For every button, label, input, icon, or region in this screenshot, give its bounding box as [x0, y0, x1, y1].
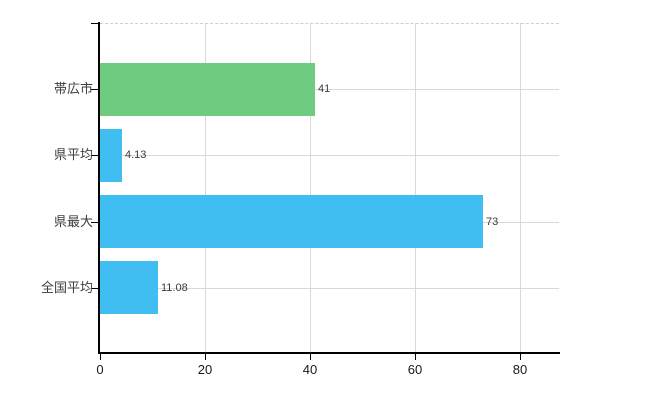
x-axis-tick	[205, 354, 206, 360]
bar-3	[100, 261, 158, 314]
x-axis-tick	[100, 354, 101, 360]
x-axis-line	[98, 352, 560, 354]
vertical-gridline	[415, 23, 416, 353]
plot-area: 41 4.13 73 11.08	[100, 23, 559, 353]
x-tick-label: 60	[407, 362, 423, 377]
bar-1	[100, 129, 122, 182]
bar-value-label: 11.08	[161, 282, 188, 294]
category-label: 全国平均	[40, 280, 93, 295]
x-tick-label: 0	[96, 362, 104, 377]
plot-top-gridline	[100, 23, 559, 24]
x-axis-tick	[520, 354, 521, 360]
vertical-gridline	[310, 23, 311, 353]
category-label: 帯広市	[53, 81, 93, 96]
y-axis-tick	[91, 155, 98, 156]
y-axis-tick	[91, 288, 98, 289]
bar-value-label: 4.13	[125, 149, 147, 161]
category-label: 県平均	[53, 147, 93, 162]
vertical-gridline	[520, 23, 521, 353]
x-axis-tick	[310, 354, 311, 360]
vertical-gridline	[205, 23, 206, 353]
x-tick-label: 80	[512, 362, 528, 377]
bar-2	[100, 195, 483, 248]
x-tick-label: 40	[302, 362, 318, 377]
x-axis-tick	[415, 354, 416, 360]
y-axis-top-tick	[91, 23, 98, 24]
bar-value-label: 41	[318, 83, 331, 95]
bar-0	[100, 63, 315, 116]
y-axis-tick	[91, 89, 98, 90]
horizontal-gridline	[100, 155, 559, 156]
bar-value-label: 73	[486, 216, 499, 228]
horizontal-gridline	[100, 89, 559, 90]
y-axis-line	[98, 22, 100, 354]
x-tick-label: 20	[197, 362, 213, 377]
category-label: 県最大	[53, 214, 93, 229]
horizontal-gridline	[100, 288, 559, 289]
y-axis-tick	[91, 222, 98, 223]
